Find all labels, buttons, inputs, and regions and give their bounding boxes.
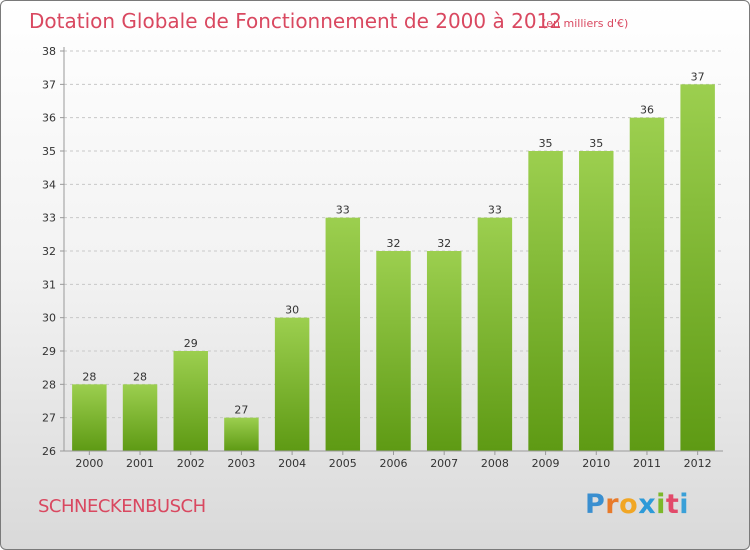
x-tick-label-2001: 2001 (126, 457, 154, 470)
bar-2003 (224, 417, 259, 451)
x-tick-label-2006: 2006 (380, 457, 408, 470)
y-tick-label-32: 32 (42, 245, 56, 258)
y-tick-label-34: 34 (42, 178, 56, 191)
bar-2001 (122, 384, 158, 451)
x-tick-label-2003: 2003 (227, 457, 255, 470)
data-label-2003: 27 (234, 404, 248, 417)
y-tick-label-36: 36 (42, 112, 56, 125)
x-tick-label-2012: 2012 (684, 457, 712, 470)
bar-2005 (325, 217, 361, 451)
x-tick-label-2010: 2010 (582, 457, 610, 470)
bar-2009 (528, 151, 563, 451)
data-label-2001: 28 (133, 370, 147, 383)
bar-2008 (477, 217, 513, 451)
bar-2002 (173, 351, 208, 451)
data-label-2006: 32 (387, 237, 401, 250)
y-tick-label-38: 38 (42, 45, 56, 58)
axes: 26 27 28 29 30 31 32 33 34 35 36 37 38 2000 2001 2002 20… (42, 45, 723, 470)
y-tick-label-28: 28 (42, 378, 56, 391)
x-tick-label-2009: 2009 (532, 457, 560, 470)
data-label-2011: 36 (640, 104, 654, 117)
bar-2012 (680, 84, 715, 451)
bar-2007 (426, 251, 462, 451)
bar-2004 (274, 317, 310, 451)
data-label-2008: 33 (488, 204, 502, 217)
chart-unit-note: (en milliers d'€) (542, 17, 629, 30)
data-label-2009: 35 (539, 137, 553, 150)
bar-2000 (72, 384, 107, 451)
bars: 28 28 29 27 30 33 32 32 33 35 35 36 37 (72, 70, 715, 452)
commune-name: SCHNECKENBUSCH (38, 496, 206, 517)
bar-2010 (579, 151, 614, 451)
data-label-2002: 29 (184, 337, 198, 350)
y-tick-label-37: 37 (42, 78, 56, 91)
proxiti-logo[interactable]: Proxiti (585, 489, 690, 520)
data-label-2012: 37 (691, 70, 705, 83)
data-label-2000: 28 (82, 370, 96, 383)
x-tick-label-2004: 2004 (278, 457, 306, 470)
data-label-2007: 32 (437, 237, 451, 250)
y-tick-label-35: 35 (42, 145, 56, 158)
data-label-2010: 35 (589, 137, 603, 150)
bar-2011 (629, 117, 665, 452)
y-tick-label-33: 33 (42, 212, 56, 225)
bar-2006 (376, 251, 411, 451)
y-tick-label-29: 29 (42, 345, 56, 358)
y-tick-label-31: 31 (42, 278, 56, 291)
data-label-2005: 33 (336, 204, 350, 217)
x-tick-label-2005: 2005 (329, 457, 357, 470)
data-label-2004: 30 (285, 304, 299, 317)
chart-title: Dotation Globale de Fonctionnement de 20… (29, 9, 562, 33)
x-tick-label-2000: 2000 (75, 457, 103, 470)
y-tick-label-27: 27 (42, 412, 56, 425)
y-tick-label-26: 26 (42, 445, 56, 458)
x-tick-label-2002: 2002 (177, 457, 205, 470)
y-tick-label-30: 30 (42, 312, 56, 325)
x-tick-label-2008: 2008 (481, 457, 509, 470)
x-tick-label-2011: 2011 (633, 457, 661, 470)
x-tick-label-2007: 2007 (430, 457, 458, 470)
